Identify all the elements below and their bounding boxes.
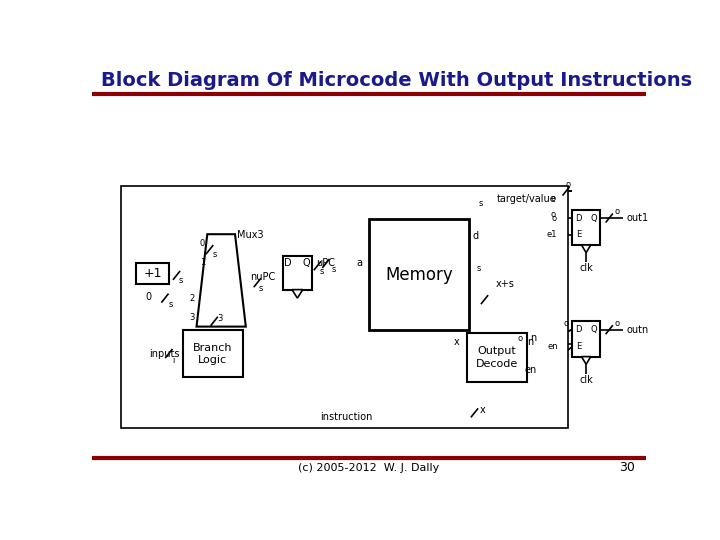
Polygon shape	[197, 234, 246, 327]
Text: 2: 2	[189, 294, 194, 302]
Bar	[369, 219, 469, 330]
Text: n: n	[530, 333, 536, 343]
Text: 1: 1	[199, 258, 205, 267]
Text: o: o	[518, 334, 523, 343]
Text: 0: 0	[145, 292, 152, 301]
Text: e1: e1	[546, 231, 557, 239]
Text: +1: +1	[143, 267, 162, 280]
Bar	[137, 264, 168, 284]
Text: uPC: uPC	[316, 259, 336, 268]
Text: 0: 0	[199, 239, 205, 248]
Text: s: s	[479, 199, 483, 208]
Text: s: s	[178, 276, 183, 285]
Polygon shape	[582, 245, 590, 253]
Text: o: o	[566, 180, 571, 190]
Text: d: d	[472, 231, 478, 241]
Text: Branch: Branch	[193, 343, 233, 353]
Text: o: o	[552, 213, 557, 222]
Text: x: x	[480, 405, 485, 415]
Text: clk: clk	[580, 375, 593, 384]
Text: E: E	[576, 342, 581, 351]
Text: Memory: Memory	[385, 266, 453, 284]
Text: Block Diagram Of Microcode With Output Instructions: Block Diagram Of Microcode With Output I…	[101, 71, 692, 90]
Bar	[283, 256, 312, 289]
Bar	[572, 210, 600, 245]
Polygon shape	[292, 289, 303, 298]
Text: 30: 30	[618, 461, 634, 474]
Text: n: n	[528, 337, 534, 347]
Text: Q: Q	[590, 325, 597, 334]
Bar	[467, 333, 527, 382]
Text: s: s	[320, 267, 324, 275]
Text: D: D	[284, 259, 292, 268]
Text: Q: Q	[303, 259, 310, 268]
Text: E: E	[576, 231, 581, 239]
Text: (c) 2005-2012  W. J. Dally: (c) 2005-2012 W. J. Dally	[298, 462, 440, 472]
Text: inputs: inputs	[149, 348, 179, 359]
Text: Mux3: Mux3	[237, 231, 264, 240]
Text: instruction: instruction	[320, 411, 372, 422]
Text: o: o	[551, 210, 556, 219]
Text: D: D	[575, 213, 582, 222]
Text: x: x	[454, 337, 459, 347]
Text: Output: Output	[477, 346, 516, 356]
Text: outn: outn	[627, 325, 649, 335]
Text: out1: out1	[627, 213, 649, 223]
Text: s: s	[213, 251, 217, 260]
Text: s: s	[259, 284, 264, 293]
Text: x+s: x+s	[496, 279, 515, 289]
Text: D: D	[575, 325, 582, 334]
Text: s: s	[476, 265, 480, 273]
Polygon shape	[582, 356, 590, 365]
Bar	[572, 321, 600, 356]
Text: 3: 3	[217, 314, 223, 322]
Text: en: en	[548, 342, 559, 351]
Text: 3: 3	[189, 313, 194, 322]
Text: o: o	[614, 207, 619, 217]
Text: a: a	[357, 259, 363, 268]
Text: Decode: Decode	[476, 359, 518, 369]
Text: nuPC: nuPC	[250, 272, 275, 281]
Text: clk: clk	[580, 263, 593, 273]
Text: o: o	[551, 193, 556, 202]
Text: s: s	[331, 265, 336, 274]
Text: o: o	[614, 319, 619, 328]
Text: Q: Q	[590, 213, 597, 222]
Text: i: i	[172, 356, 175, 365]
Bar	[121, 186, 567, 428]
Bar	[183, 330, 243, 377]
Text: target/value: target/value	[497, 194, 557, 204]
Text: en: en	[525, 366, 537, 375]
Text: s: s	[168, 300, 173, 309]
Text: o: o	[563, 319, 568, 328]
Text: Logic: Logic	[198, 355, 228, 365]
